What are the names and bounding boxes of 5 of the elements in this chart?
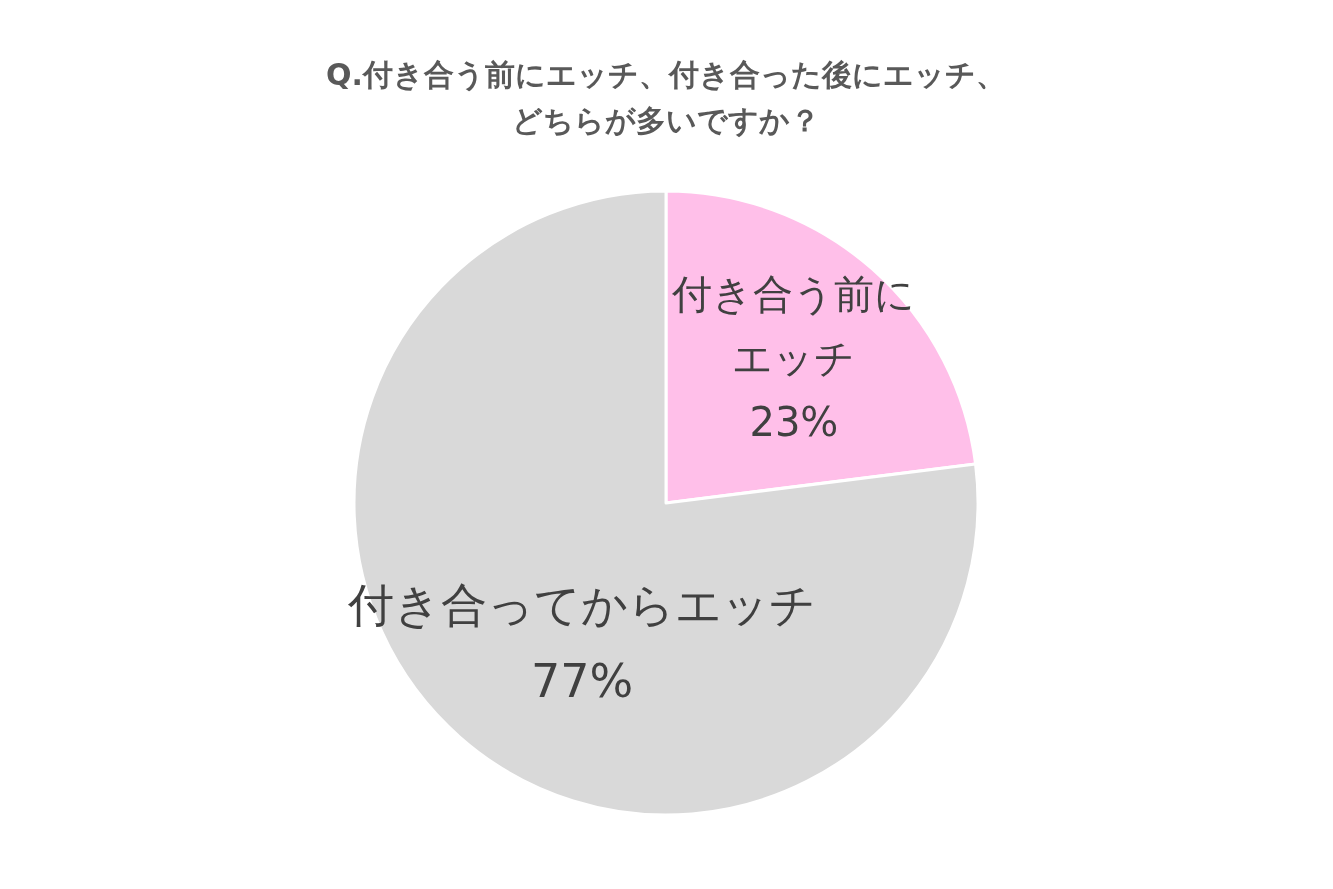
data-label: 23% bbox=[748, 397, 840, 447]
chart-title: Q.付き合う前にエッチ、付き合った後にエッチ、どちらが多いですか？ bbox=[325, 56, 1007, 140]
slice-label: 付き合ってからエッチ bbox=[347, 577, 818, 635]
slice-label: 付き合う前にエッチ bbox=[671, 269, 917, 383]
data-label: 77% bbox=[530, 653, 635, 711]
